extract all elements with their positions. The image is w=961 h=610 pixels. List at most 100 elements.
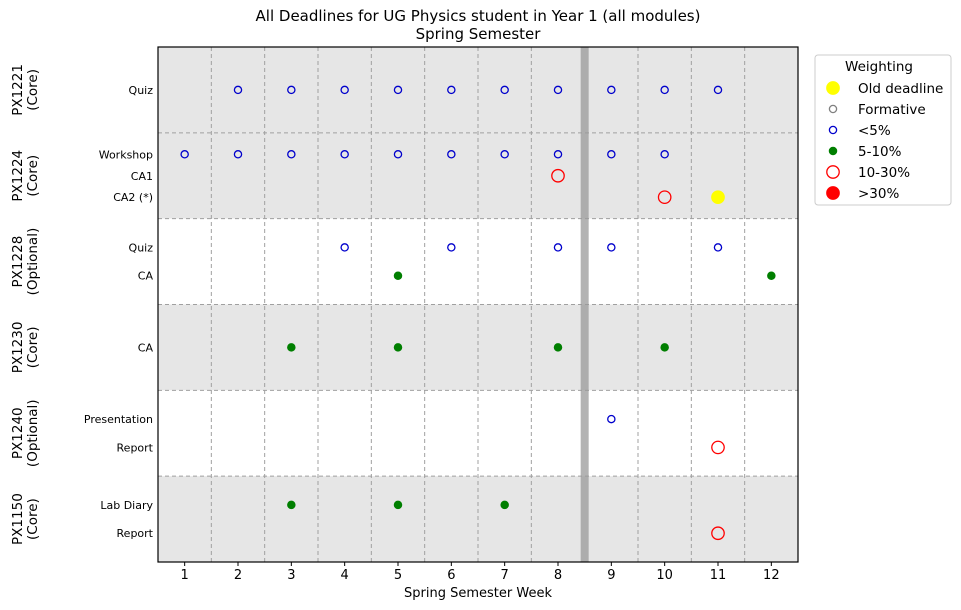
x-tick-label: 7 <box>501 568 509 583</box>
deadline-point <box>660 85 669 95</box>
deadline-point <box>553 243 563 252</box>
activity-label: CA1 <box>131 170 153 183</box>
deadline-points <box>180 85 776 541</box>
x-axis-ticks: 1 2 3 4 5 6 7 8 9 10 11 12 <box>181 562 780 583</box>
x-tick-label: 1 <box>181 568 189 583</box>
deadline-point <box>393 150 403 159</box>
deadline-point <box>711 190 725 205</box>
deadline-point <box>660 343 669 352</box>
deadline-point <box>447 243 456 252</box>
reading-week-marker <box>580 47 589 562</box>
module-label-px1150: PX1150(Core) <box>10 493 41 545</box>
deadline-point <box>553 85 563 95</box>
activity-label: Report <box>117 441 154 454</box>
module-code: PX1240 <box>10 407 26 459</box>
deadline-point <box>660 150 669 159</box>
deadline-point <box>711 440 725 455</box>
deadline-point <box>500 85 509 95</box>
legend-marker-lt5 <box>828 125 838 135</box>
grid-lines <box>158 47 798 562</box>
deadline-point <box>607 414 616 424</box>
deadline-point <box>607 150 616 159</box>
module-code: PX1228 <box>10 236 26 288</box>
deadline-point <box>713 85 723 95</box>
deadline-point <box>607 85 616 95</box>
module-code: PX1150 <box>10 493 26 545</box>
legend-marker-old <box>826 81 840 95</box>
activity-label: Quiz <box>129 241 154 254</box>
deadline-point <box>340 85 349 95</box>
legend-label: >30% <box>858 186 899 202</box>
module-label-px1240: PX1240(Optional) <box>10 399 41 467</box>
activity-label: Workshop <box>99 148 153 161</box>
legend-label: Old deadline <box>858 81 943 97</box>
activity-label: CA2 (*) <box>113 191 153 204</box>
legend-marker-gt30 <box>826 186 840 200</box>
deadline-point <box>713 243 723 252</box>
legend-title: Weighting <box>845 59 913 75</box>
activity-label: Presentation <box>84 413 153 426</box>
x-tick-label: 5 <box>394 568 402 583</box>
deadline-point <box>393 343 403 352</box>
x-tick-label: 9 <box>607 568 615 583</box>
activity-label: CA <box>138 341 154 354</box>
plot-frame <box>157 46 799 563</box>
deadline-point <box>551 168 565 183</box>
deadline-point <box>711 526 725 541</box>
legend-marker-formative <box>828 104 838 114</box>
deadline-point <box>287 343 296 352</box>
x-tick-label: 10 <box>656 568 673 583</box>
deadline-point <box>287 500 296 510</box>
deadline-point <box>233 150 243 159</box>
deadline-point <box>340 243 349 252</box>
y-axis-labels: PX1221(Core) QuizPX1224(Core)WorkshopCA1C… <box>10 64 154 545</box>
legend: Weighting Old deadline Formative <5% 5-10% 10… <box>814 54 952 206</box>
deadline-point <box>393 500 403 510</box>
activity-label: Report <box>117 527 154 540</box>
plot-border <box>157 46 799 563</box>
module-label-px1228: PX1228(Optional) <box>10 228 41 296</box>
module-status: (Optional) <box>25 399 41 467</box>
legend-box <box>814 54 952 206</box>
x-tick-label: 2 <box>234 568 242 583</box>
module-status: (Core) <box>25 498 41 540</box>
deadline-point <box>447 150 456 159</box>
x-tick-label: 6 <box>447 568 455 583</box>
deadline-point <box>393 271 403 280</box>
reading-week-bar <box>580 47 589 562</box>
x-axis-label: Spring Semester Week <box>404 586 552 601</box>
deadline-point <box>393 85 403 95</box>
chart-subtitle: Spring Semester <box>416 25 542 43</box>
deadline-point <box>287 150 296 159</box>
x-tick-label: 8 <box>554 568 562 583</box>
activity-label: Quiz <box>129 84 154 97</box>
module-label-px1230: PX1230(Core) <box>10 322 41 374</box>
deadline-point <box>447 85 456 95</box>
module-label-px1224: PX1224(Core) <box>10 150 41 202</box>
module-code: PX1230 <box>10 322 26 374</box>
module-status: (Core) <box>25 69 41 111</box>
deadline-point <box>553 150 563 159</box>
legend-label: <5% <box>858 123 891 139</box>
module-status: (Optional) <box>25 228 41 296</box>
deadline-point <box>500 500 509 510</box>
deadline-point <box>553 343 563 352</box>
activity-label: CA <box>138 270 154 283</box>
module-code: PX1221 <box>10 64 26 116</box>
deadline-point <box>767 271 776 280</box>
deadline-point <box>287 85 296 95</box>
module-label-px1221: PX1221(Core) <box>10 64 41 116</box>
chart-title: All Deadlines for UG Physics student in … <box>256 7 701 25</box>
legend-label: 5-10% <box>858 144 902 160</box>
activity-label: Lab Diary <box>100 499 153 512</box>
module-status: (Core) <box>25 155 41 197</box>
legend-label: Formative <box>858 102 926 118</box>
x-tick-label: 11 <box>710 568 727 583</box>
module-code: PX1224 <box>10 150 26 202</box>
x-tick-label: 12 <box>763 568 780 583</box>
legend-label: 10-30% <box>858 165 910 181</box>
deadline-point <box>500 150 509 159</box>
deadline-point <box>180 150 189 159</box>
deadline-point <box>340 150 349 159</box>
